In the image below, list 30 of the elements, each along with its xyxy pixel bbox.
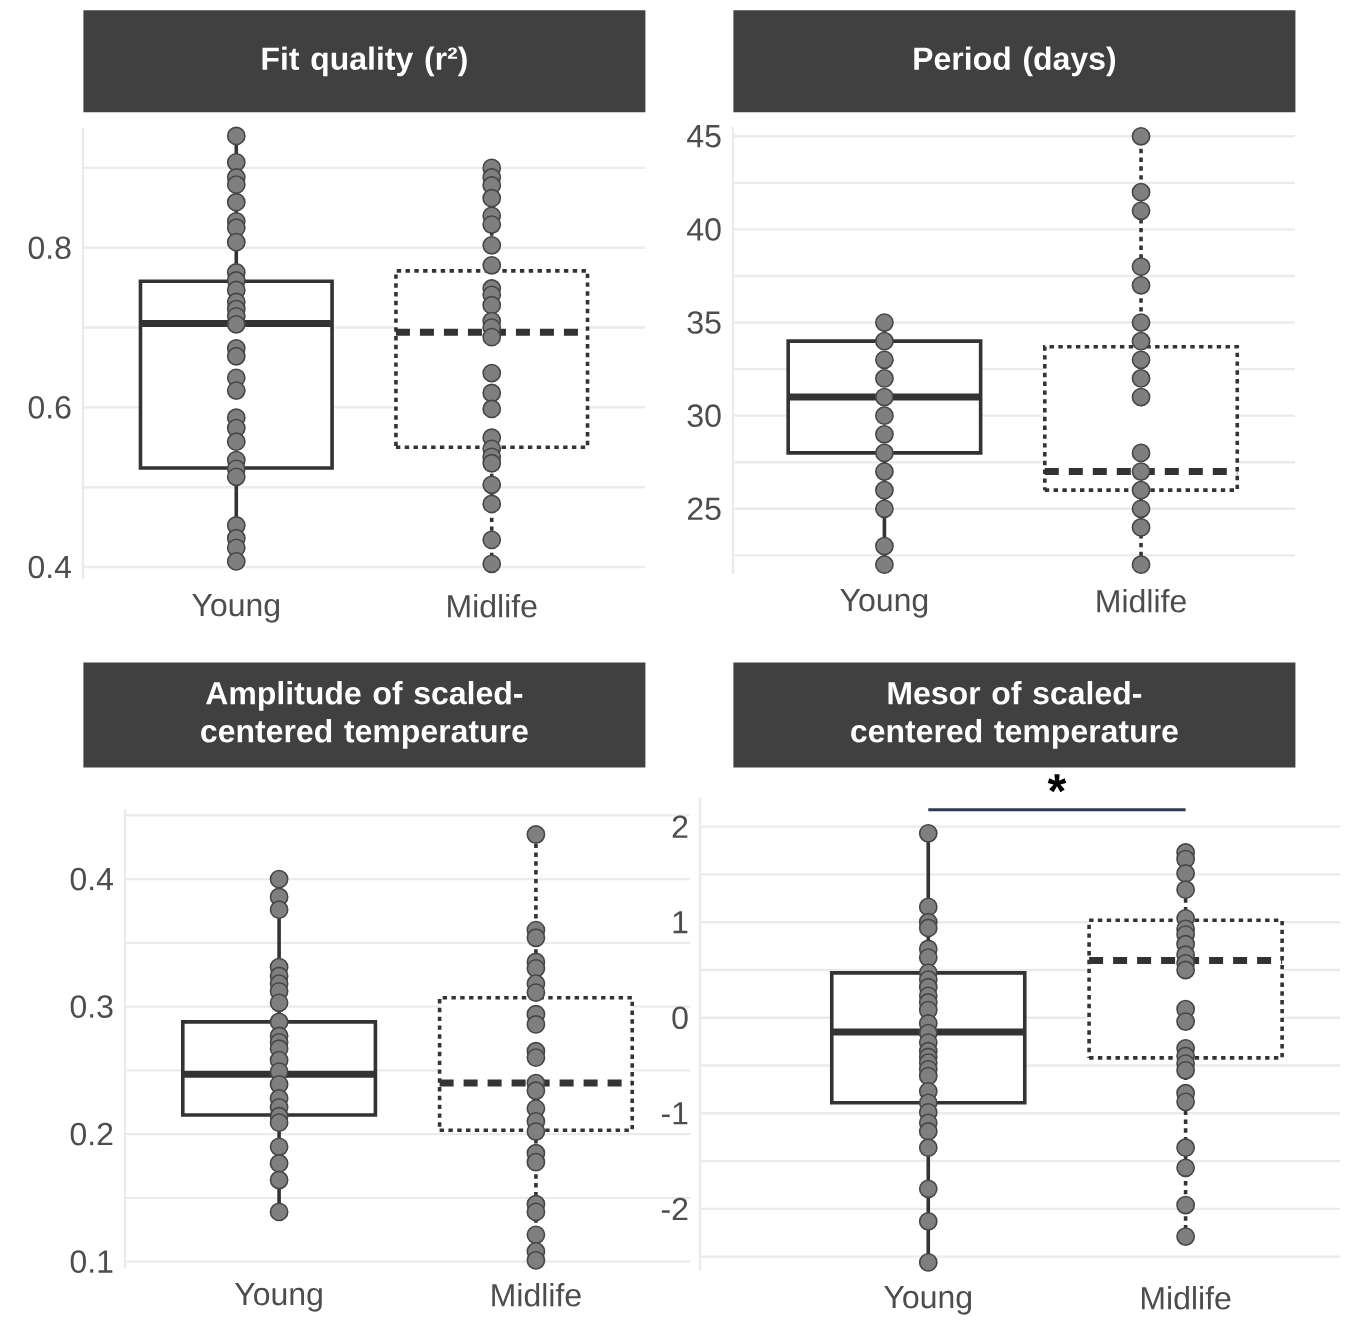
y-tick-label: 1 (673, 911, 688, 934)
y-tick-label: 0.6 (28, 396, 71, 419)
y-tick-label: -2 (661, 1197, 688, 1221)
chart-title: Mesor of scaled-centered temperature (851, 680, 1178, 749)
y-tick-label: 0.4 (28, 555, 71, 579)
x-tick-label: Young (840, 589, 928, 618)
y-tick-label: -1 (661, 1102, 688, 1125)
x-tick-label: Young (192, 594, 280, 623)
y-tick-label: 30 (687, 404, 721, 427)
x-tick-label: Young (884, 1286, 972, 1315)
y-tick-label: 0.8 (28, 236, 71, 260)
x-tick-label: Midlife (1142, 1286, 1231, 1310)
y-tick-label: 0.4 (70, 867, 113, 891)
y-tick-label: 0 (672, 1006, 688, 1030)
y-tick-label: 2 (672, 815, 688, 838)
y-tick-label: 25 (687, 497, 721, 521)
x-tick-label: Young (234, 1283, 322, 1312)
y-tick-label: 45 (687, 125, 721, 148)
x-tick-label: Midlife (492, 1283, 581, 1307)
chart-title: Amplitude of scaled-centered temperature (201, 680, 528, 749)
y-tick-label: 0.3 (70, 995, 113, 1018)
y-tick-label: 0.1 (70, 1250, 113, 1273)
x-tick-label: Midlife (1097, 589, 1186, 613)
y-tick-label: 40 (687, 218, 721, 241)
y-tick-label: 35 (687, 311, 721, 334)
y-tick-label: 0.2 (70, 1122, 113, 1146)
chart-title: Period (days) (914, 46, 1116, 77)
chart-title: Fit quality (r²) (262, 46, 467, 77)
x-tick-label: Midlife (448, 594, 537, 618)
text: * (1047, 774, 1067, 793)
